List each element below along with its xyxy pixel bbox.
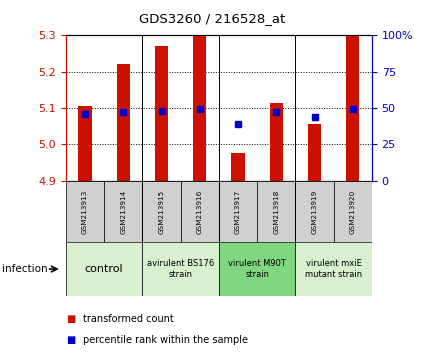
Text: GSM213919: GSM213919 xyxy=(312,189,317,234)
Text: GSM213916: GSM213916 xyxy=(197,189,203,234)
Bar xyxy=(78,106,92,181)
Text: transformed count: transformed count xyxy=(83,314,174,324)
Bar xyxy=(308,124,321,181)
Text: GSM213917: GSM213917 xyxy=(235,189,241,234)
Text: virulent M90T
strain: virulent M90T strain xyxy=(228,259,286,279)
Bar xyxy=(104,181,142,242)
Text: GSM213914: GSM213914 xyxy=(120,189,126,234)
Text: GSM213915: GSM213915 xyxy=(159,189,164,234)
Text: ■: ■ xyxy=(66,335,75,345)
Bar xyxy=(66,242,142,296)
Text: control: control xyxy=(85,264,123,274)
Bar xyxy=(334,181,372,242)
Bar xyxy=(269,103,283,181)
Bar xyxy=(66,181,104,242)
Bar xyxy=(346,35,360,181)
Text: GSM213920: GSM213920 xyxy=(350,189,356,234)
Bar xyxy=(142,242,219,296)
Bar xyxy=(142,181,181,242)
Bar xyxy=(181,181,219,242)
Text: GSM213913: GSM213913 xyxy=(82,189,88,234)
Text: percentile rank within the sample: percentile rank within the sample xyxy=(83,335,248,345)
Text: GSM213918: GSM213918 xyxy=(273,189,279,234)
Text: infection: infection xyxy=(2,264,48,274)
Bar xyxy=(257,181,295,242)
Text: GDS3260 / 216528_at: GDS3260 / 216528_at xyxy=(139,12,286,25)
Bar xyxy=(116,64,130,181)
Bar xyxy=(193,35,207,181)
Bar xyxy=(231,153,245,181)
Text: avirulent BS176
strain: avirulent BS176 strain xyxy=(147,259,214,279)
Text: ■: ■ xyxy=(66,314,75,324)
Text: virulent mxiE
mutant strain: virulent mxiE mutant strain xyxy=(305,259,362,279)
Bar xyxy=(155,46,168,181)
Bar xyxy=(295,181,334,242)
Bar xyxy=(295,242,372,296)
Bar xyxy=(219,181,257,242)
Bar xyxy=(219,242,295,296)
